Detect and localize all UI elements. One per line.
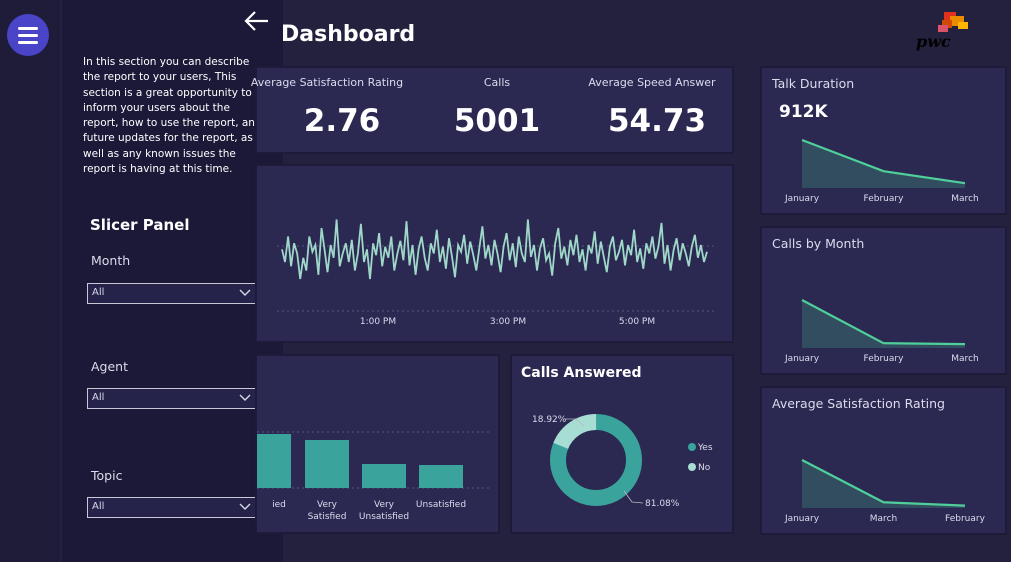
back-arrow-icon[interactable] — [242, 8, 272, 34]
pwc-logo-icon — [938, 12, 968, 32]
bar-x-tick: Very — [317, 500, 338, 510]
chevron-down-icon — [239, 394, 251, 401]
chevron-down-icon — [239, 289, 251, 296]
wave-series-line — [281, 219, 708, 280]
avg-satisfaction-title: Average Satisfaction Rating — [772, 396, 945, 411]
donut-label-no: 18.92% — [532, 415, 567, 425]
talk-duration-x-tick: February — [864, 194, 905, 204]
slicer-label-topic: Topic — [91, 468, 123, 483]
calls-by-month-x-tick: March — [951, 354, 978, 364]
slicer-panel-title: Slicer Panel — [90, 216, 190, 234]
kpi-value-satisfaction: 2.76 — [303, 103, 381, 139]
wave-x-tick: 3:00 PM — [490, 317, 526, 327]
avg-satisfaction-x-tick: February — [945, 514, 986, 524]
kpi-label-satisfaction: Average Satisfaction Rating — [250, 76, 404, 89]
calls-by-month-line — [801, 299, 966, 346]
donut-leader-line — [565, 418, 585, 427]
satisfaction-bar-card: ied Very Satisfied Very Unsatisfied Unsatisfi… — [257, 356, 498, 532]
slicer-label-agent: Agent — [91, 359, 128, 374]
menu-button[interactable] — [7, 14, 49, 56]
topic-dropdown-value: All — [92, 501, 105, 512]
talk-duration-card: Talk Duration 912K January February March — [762, 68, 1005, 213]
bar-very-unsatisfied — [362, 464, 406, 488]
calls-by-month-area — [802, 300, 965, 348]
calls-answered-title: Calls Answered — [521, 365, 642, 381]
agent-dropdown-value: All — [92, 392, 105, 403]
avg-satisfaction-chart: January March February — [784, 459, 986, 524]
talk-duration-title: Talk Duration — [772, 76, 855, 91]
avg-satisfaction-card: Average Satisfaction Rating January March… — [762, 388, 1005, 533]
talk-duration-x-tick: January — [784, 194, 820, 204]
legend-label-yes: Yes — [697, 443, 713, 453]
talk-duration-value: 912K — [779, 102, 828, 122]
calls-by-month-x-tick: January — [784, 354, 820, 364]
wave-x-tick: 1:00 PM — [360, 317, 396, 327]
calls-by-month-chart: January February March — [784, 299, 979, 364]
month-dropdown-value: All — [92, 287, 105, 298]
kpi-value-speed: 54.73 — [607, 103, 707, 139]
bar-satisfied — [257, 434, 291, 488]
slicer-label-month: Month — [91, 253, 131, 268]
hamburger-icon — [18, 26, 38, 30]
hamburger-icon — [18, 33, 38, 37]
hamburger-icon — [18, 40, 38, 44]
bar-very-satisfied — [305, 440, 349, 488]
bar-unsatisfied — [419, 465, 463, 488]
legend-marker-yes — [688, 443, 696, 451]
satisfaction-bar-chart: ied Very Satisfied Very Unsatisfied Unsatisfi… — [257, 431, 489, 522]
wave-x-tick: 5:00 PM — [619, 317, 655, 327]
bar-x-tick: Satisfied — [308, 512, 347, 522]
topic-dropdown[interactable]: All — [87, 497, 258, 518]
talk-duration-area — [802, 140, 965, 188]
bar-x-tick: Unsatisfied — [416, 500, 466, 510]
bar-x-tick: ied — [272, 500, 286, 510]
bar-x-tick: Unsatisfied — [359, 512, 409, 522]
kpi-label-calls: Calls — [483, 76, 511, 89]
kpi-value-calls: 5001 — [453, 103, 541, 139]
pwc-logo: pwc — [914, 10, 974, 54]
calls-by-month-card: Calls by Month January February March — [762, 228, 1005, 373]
kpi-label-speed: Average Speed Answer — [588, 76, 716, 89]
calls-answered-card: Calls Answered 81.08% 18.92% Yes No — [512, 356, 732, 532]
bar-x-tick: Very — [374, 500, 395, 510]
avg-satisfaction-area — [802, 460, 965, 508]
calls-answered-donut: 81.08% 18.92% Yes No — [532, 414, 713, 509]
page-title: Dashboard — [281, 22, 416, 47]
donut-leader-line — [623, 490, 644, 504]
month-dropdown[interactable]: All — [87, 283, 258, 304]
calls-over-time-chart: 1:00 PM 3:00 PM 5:00 PM — [277, 219, 717, 327]
talk-duration-x-tick: March — [951, 194, 978, 204]
pwc-logo-text: pwc — [916, 32, 951, 51]
calls-over-time-card: 1:00 PM 3:00 PM 5:00 PM — [257, 166, 732, 341]
avg-satisfaction-line — [801, 459, 966, 507]
agent-dropdown[interactable]: All — [87, 388, 258, 409]
kpi-card: Average Satisfaction Rating 2.76 Calls 5… — [251, 68, 732, 152]
donut-label-yes: 81.08% — [645, 499, 680, 509]
calls-by-month-x-tick: February — [864, 354, 905, 364]
avg-satisfaction-x-tick: March — [870, 514, 897, 524]
avg-satisfaction-x-tick: January — [784, 514, 820, 524]
panel-description: In this section you can describe the rep… — [83, 56, 262, 176]
talk-duration-chart: January February March — [784, 138, 979, 204]
talk-duration-line — [801, 138, 966, 185]
slicer-side-panel: In this section you can describe the rep… — [62, 0, 283, 562]
chevron-down-icon — [239, 503, 251, 510]
legend-marker-no — [688, 463, 696, 471]
nav-rail — [0, 0, 60, 562]
calls-by-month-title: Calls by Month — [772, 236, 865, 251]
legend-label-no: No — [698, 463, 711, 473]
